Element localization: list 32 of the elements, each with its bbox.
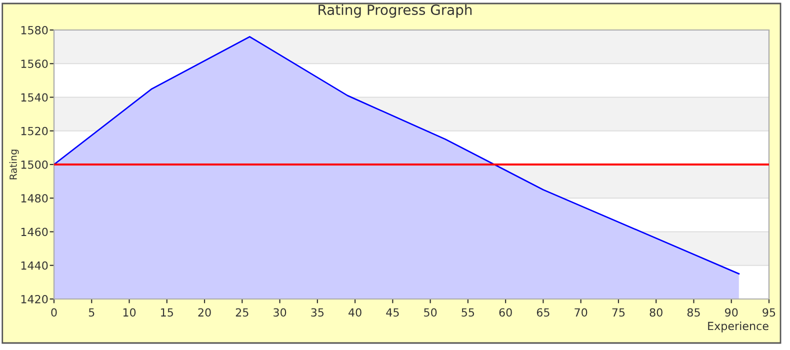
- y-axis-title: Rating: [9, 150, 19, 180]
- x-tick-label: 5: [88, 308, 94, 317]
- y-tick-label: 1500: [21, 160, 48, 169]
- x-tick-label: 20: [198, 308, 211, 317]
- x-tick-label: 35: [311, 308, 324, 317]
- x-tick-label: 95: [762, 308, 776, 317]
- x-tick-label: 25: [236, 308, 248, 317]
- y-tick-label: 1460: [21, 228, 48, 236]
- x-tick-label: 65: [536, 308, 550, 317]
- x-tick-label: 50: [424, 308, 437, 317]
- x-tick-label: 70: [574, 308, 588, 317]
- y-tick-label: 1580: [21, 26, 48, 34]
- y-tick-label: 1520: [21, 126, 48, 136]
- x-axis-title: Experience: [708, 322, 768, 332]
- x-tick-label: 10: [123, 308, 136, 317]
- y-tick-label: 1560: [21, 60, 48, 68]
- x-tick-label: 75: [612, 308, 625, 317]
- x-tick-label: 30: [274, 308, 286, 317]
- chart-title: Rating Progress Graph: [318, 4, 472, 18]
- x-tick-label: 45: [386, 308, 399, 317]
- y-tick-label: 1440: [21, 261, 48, 270]
- x-tick-label: 40: [348, 308, 362, 317]
- x-tick-label: 80: [650, 308, 662, 317]
- x-tick-label: 90: [725, 308, 738, 317]
- y-tick-label: 1420: [21, 294, 48, 304]
- y-tick-label: 1480: [21, 194, 48, 203]
- x-tick-label: 85: [687, 308, 700, 317]
- x-tick-label: 60: [499, 308, 512, 317]
- y-tick-label: 1540: [21, 93, 48, 102]
- x-tick-label: 15: [161, 308, 173, 317]
- x-tick-label: 0: [51, 308, 57, 317]
- x-tick-label: 55: [462, 308, 474, 317]
